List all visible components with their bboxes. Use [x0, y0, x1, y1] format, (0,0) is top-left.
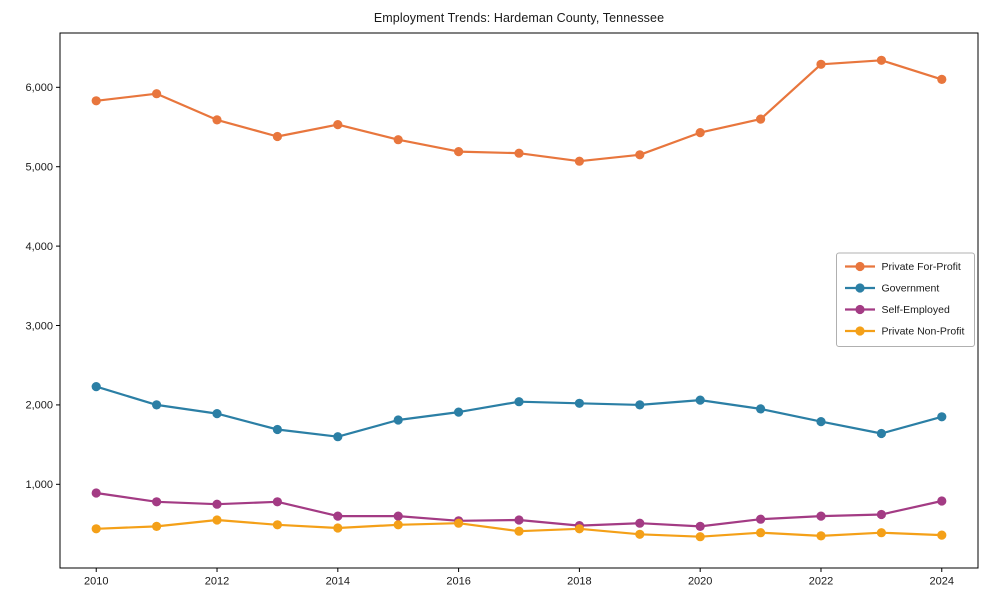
data-point-marker: [514, 526, 524, 536]
data-point-marker: [272, 424, 282, 435]
data-point-marker: [937, 496, 947, 506]
legend-swatch-marker: [855, 326, 865, 336]
data-point-marker: [756, 528, 766, 538]
x-axis-tick-label: 2010: [84, 576, 108, 588]
data-point-marker: [91, 382, 101, 392]
x-axis-tick-label: 2016: [446, 576, 470, 588]
data-point-marker: [635, 400, 645, 410]
data-point-marker: [514, 515, 524, 525]
data-point-marker: [937, 412, 947, 422]
data-point-marker: [876, 509, 887, 520]
legend-swatch-marker: [855, 304, 865, 315]
data-point-marker: [212, 515, 222, 525]
y-axis-tick-label: 3,000: [25, 320, 53, 332]
data-point-marker: [816, 417, 826, 427]
data-point-marker: [514, 148, 524, 158]
data-point-marker: [152, 521, 162, 532]
data-point-marker: [393, 511, 403, 521]
data-point-marker: [333, 523, 343, 533]
y-axis-tick-label: 6,000: [25, 82, 53, 94]
x-axis-tick-label: 2024: [930, 576, 954, 588]
data-point-marker: [574, 524, 585, 534]
data-point-marker: [393, 415, 403, 425]
data-point-marker: [816, 531, 826, 541]
data-point-marker: [574, 156, 585, 166]
legend-item-label: Government: [882, 283, 940, 295]
y-axis-tick-label: 1,000: [25, 479, 53, 491]
data-point-marker: [574, 398, 585, 408]
data-point-marker: [152, 400, 162, 410]
data-point-marker: [937, 74, 947, 84]
legend-item-label: Self-Employed: [882, 304, 950, 316]
data-point-marker: [333, 432, 343, 442]
data-point-marker: [272, 131, 282, 142]
data-point-marker: [695, 521, 705, 532]
data-point-marker: [937, 530, 947, 540]
data-point-marker: [695, 395, 705, 405]
data-point-marker: [272, 520, 282, 530]
data-point-marker: [695, 128, 705, 138]
series-line-government: [95, 385, 943, 438]
data-point-marker: [635, 518, 645, 528]
y-axis-tick-label: 5,000: [25, 162, 53, 174]
data-point-marker: [272, 497, 282, 507]
data-point-marker: [333, 511, 343, 521]
data-point-marker: [695, 532, 705, 542]
y-axis-tick-label: 4,000: [25, 241, 53, 253]
x-axis-tick-label: 2014: [326, 576, 350, 588]
plot-border: [59, 32, 979, 569]
data-point-marker: [152, 89, 162, 99]
data-point-marker: [152, 497, 162, 507]
chart-title: Employment Trends: Hardeman County, Tenn…: [373, 11, 665, 25]
data-point-marker: [756, 404, 766, 414]
data-point-marker: [816, 511, 826, 521]
data-point-marker: [91, 488, 101, 498]
data-point-marker: [635, 529, 645, 539]
legend-item-label: Private Non-Profit: [882, 326, 965, 338]
data-point-marker: [876, 528, 887, 538]
data-point-marker: [816, 59, 826, 69]
data-point-marker: [635, 150, 645, 160]
data-point-marker: [876, 428, 887, 439]
data-point-marker: [876, 55, 887, 65]
x-axis-tick-label: 2022: [809, 576, 833, 588]
x-axis-tick-label: 2020: [688, 576, 712, 588]
data-point-marker: [212, 409, 222, 419]
y-axis-tick-label: 2,000: [25, 400, 53, 412]
legend-item-label: Private For-Profit: [882, 261, 961, 273]
data-point-marker: [212, 499, 222, 509]
legend-box: [836, 252, 975, 347]
data-point-marker: [91, 524, 101, 534]
series-line-private-for-profit: [95, 59, 943, 163]
data-point-marker: [212, 115, 222, 125]
x-axis-tick-label: 2018: [567, 576, 591, 588]
data-point-marker: [756, 114, 766, 124]
data-point-marker: [514, 397, 524, 407]
data-point-marker: [454, 147, 464, 157]
x-axis-tick-label: 2012: [205, 576, 229, 588]
legend-swatch-marker: [855, 261, 865, 272]
data-point-marker: [454, 518, 464, 528]
data-point-marker: [91, 96, 101, 106]
data-point-marker: [393, 520, 403, 530]
legend-swatch-marker: [855, 283, 865, 293]
data-point-marker: [333, 120, 343, 130]
data-point-marker: [454, 407, 464, 417]
data-point-marker: [756, 514, 766, 524]
data-point-marker: [393, 135, 403, 145]
